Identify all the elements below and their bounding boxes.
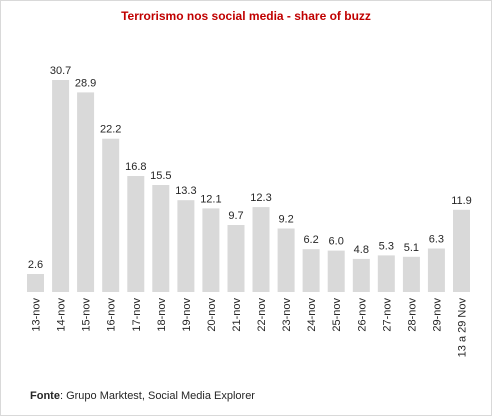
data-label-9: 12.3 <box>250 192 271 204</box>
data-label-7: 12.1 <box>200 193 221 205</box>
x-tick-label-17: 13 a 29 Nov <box>457 298 469 358</box>
x-tick-label-6: 19-nov <box>181 298 193 332</box>
bar-5 <box>152 185 170 292</box>
bar-0 <box>27 274 44 292</box>
data-label-12: 6.0 <box>329 236 344 248</box>
data-label-13: 4.8 <box>354 244 369 256</box>
x-tick-label-1: 14-nov <box>56 298 68 332</box>
data-label-0: 2.6 <box>28 259 43 271</box>
bar-6 <box>177 200 195 292</box>
x-tick-label-8: 21-nov <box>231 298 243 332</box>
x-tick-label-14: 27-nov <box>381 298 393 332</box>
data-label-3: 22.2 <box>100 124 121 136</box>
data-label-2: 28.9 <box>75 77 96 89</box>
x-tick-label-9: 22-nov <box>256 298 268 332</box>
bar-8 <box>227 225 245 292</box>
bar-13 <box>352 258 370 292</box>
x-tick-label-3: 16-nov <box>106 298 118 332</box>
source-text: : Grupo Marktest, Social Media Explorer <box>59 390 255 402</box>
bar-1 <box>52 80 70 292</box>
bar-14 <box>377 255 395 292</box>
x-tick-label-12: 25-nov <box>331 298 343 332</box>
data-label-14: 5.3 <box>379 240 394 252</box>
bar-7 <box>202 208 220 292</box>
bar-10 <box>277 228 295 292</box>
bar-17 <box>453 209 470 292</box>
bar-2 <box>77 92 95 293</box>
x-tick-label-5: 18-nov <box>156 298 168 332</box>
x-tick-label-10: 23-nov <box>281 298 293 332</box>
x-tick-label-16: 29-nov <box>431 298 443 332</box>
source-label: Fonte <box>30 390 60 402</box>
data-label-16: 6.3 <box>429 234 444 246</box>
data-label-6: 13.3 <box>175 185 196 197</box>
data-label-10: 9.2 <box>278 214 293 226</box>
x-tick-label-0: 13-nov <box>31 298 43 332</box>
data-label-15: 5.1 <box>404 242 419 254</box>
data-label-11: 6.2 <box>303 234 318 246</box>
bar-12 <box>327 250 345 292</box>
bar-3 <box>102 138 120 292</box>
data-label-1: 30.7 <box>50 65 71 77</box>
bar-15 <box>402 256 420 292</box>
bar-4 <box>127 176 145 292</box>
bar-11 <box>302 249 320 292</box>
x-tick-label-2: 15-nov <box>81 298 93 332</box>
data-label-4: 16.8 <box>125 161 146 173</box>
source-note: Fonte: Grupo Marktest, Social Media Expl… <box>30 390 255 402</box>
data-label-8: 9.7 <box>228 210 243 222</box>
x-tick-label-4: 17-nov <box>131 298 143 332</box>
bar-9 <box>252 207 270 292</box>
data-label-17: 11.9 <box>451 195 472 207</box>
data-label-5: 15.5 <box>150 170 171 182</box>
x-tick-label-13: 26-nov <box>356 298 368 332</box>
x-tick-label-7: 20-nov <box>206 298 218 332</box>
bar-16 <box>427 248 445 292</box>
x-tick-label-15: 28-nov <box>406 298 418 332</box>
chart-title: Terrorismo nos social media - share of b… <box>121 9 371 23</box>
x-tick-label-11: 24-nov <box>306 298 318 332</box>
